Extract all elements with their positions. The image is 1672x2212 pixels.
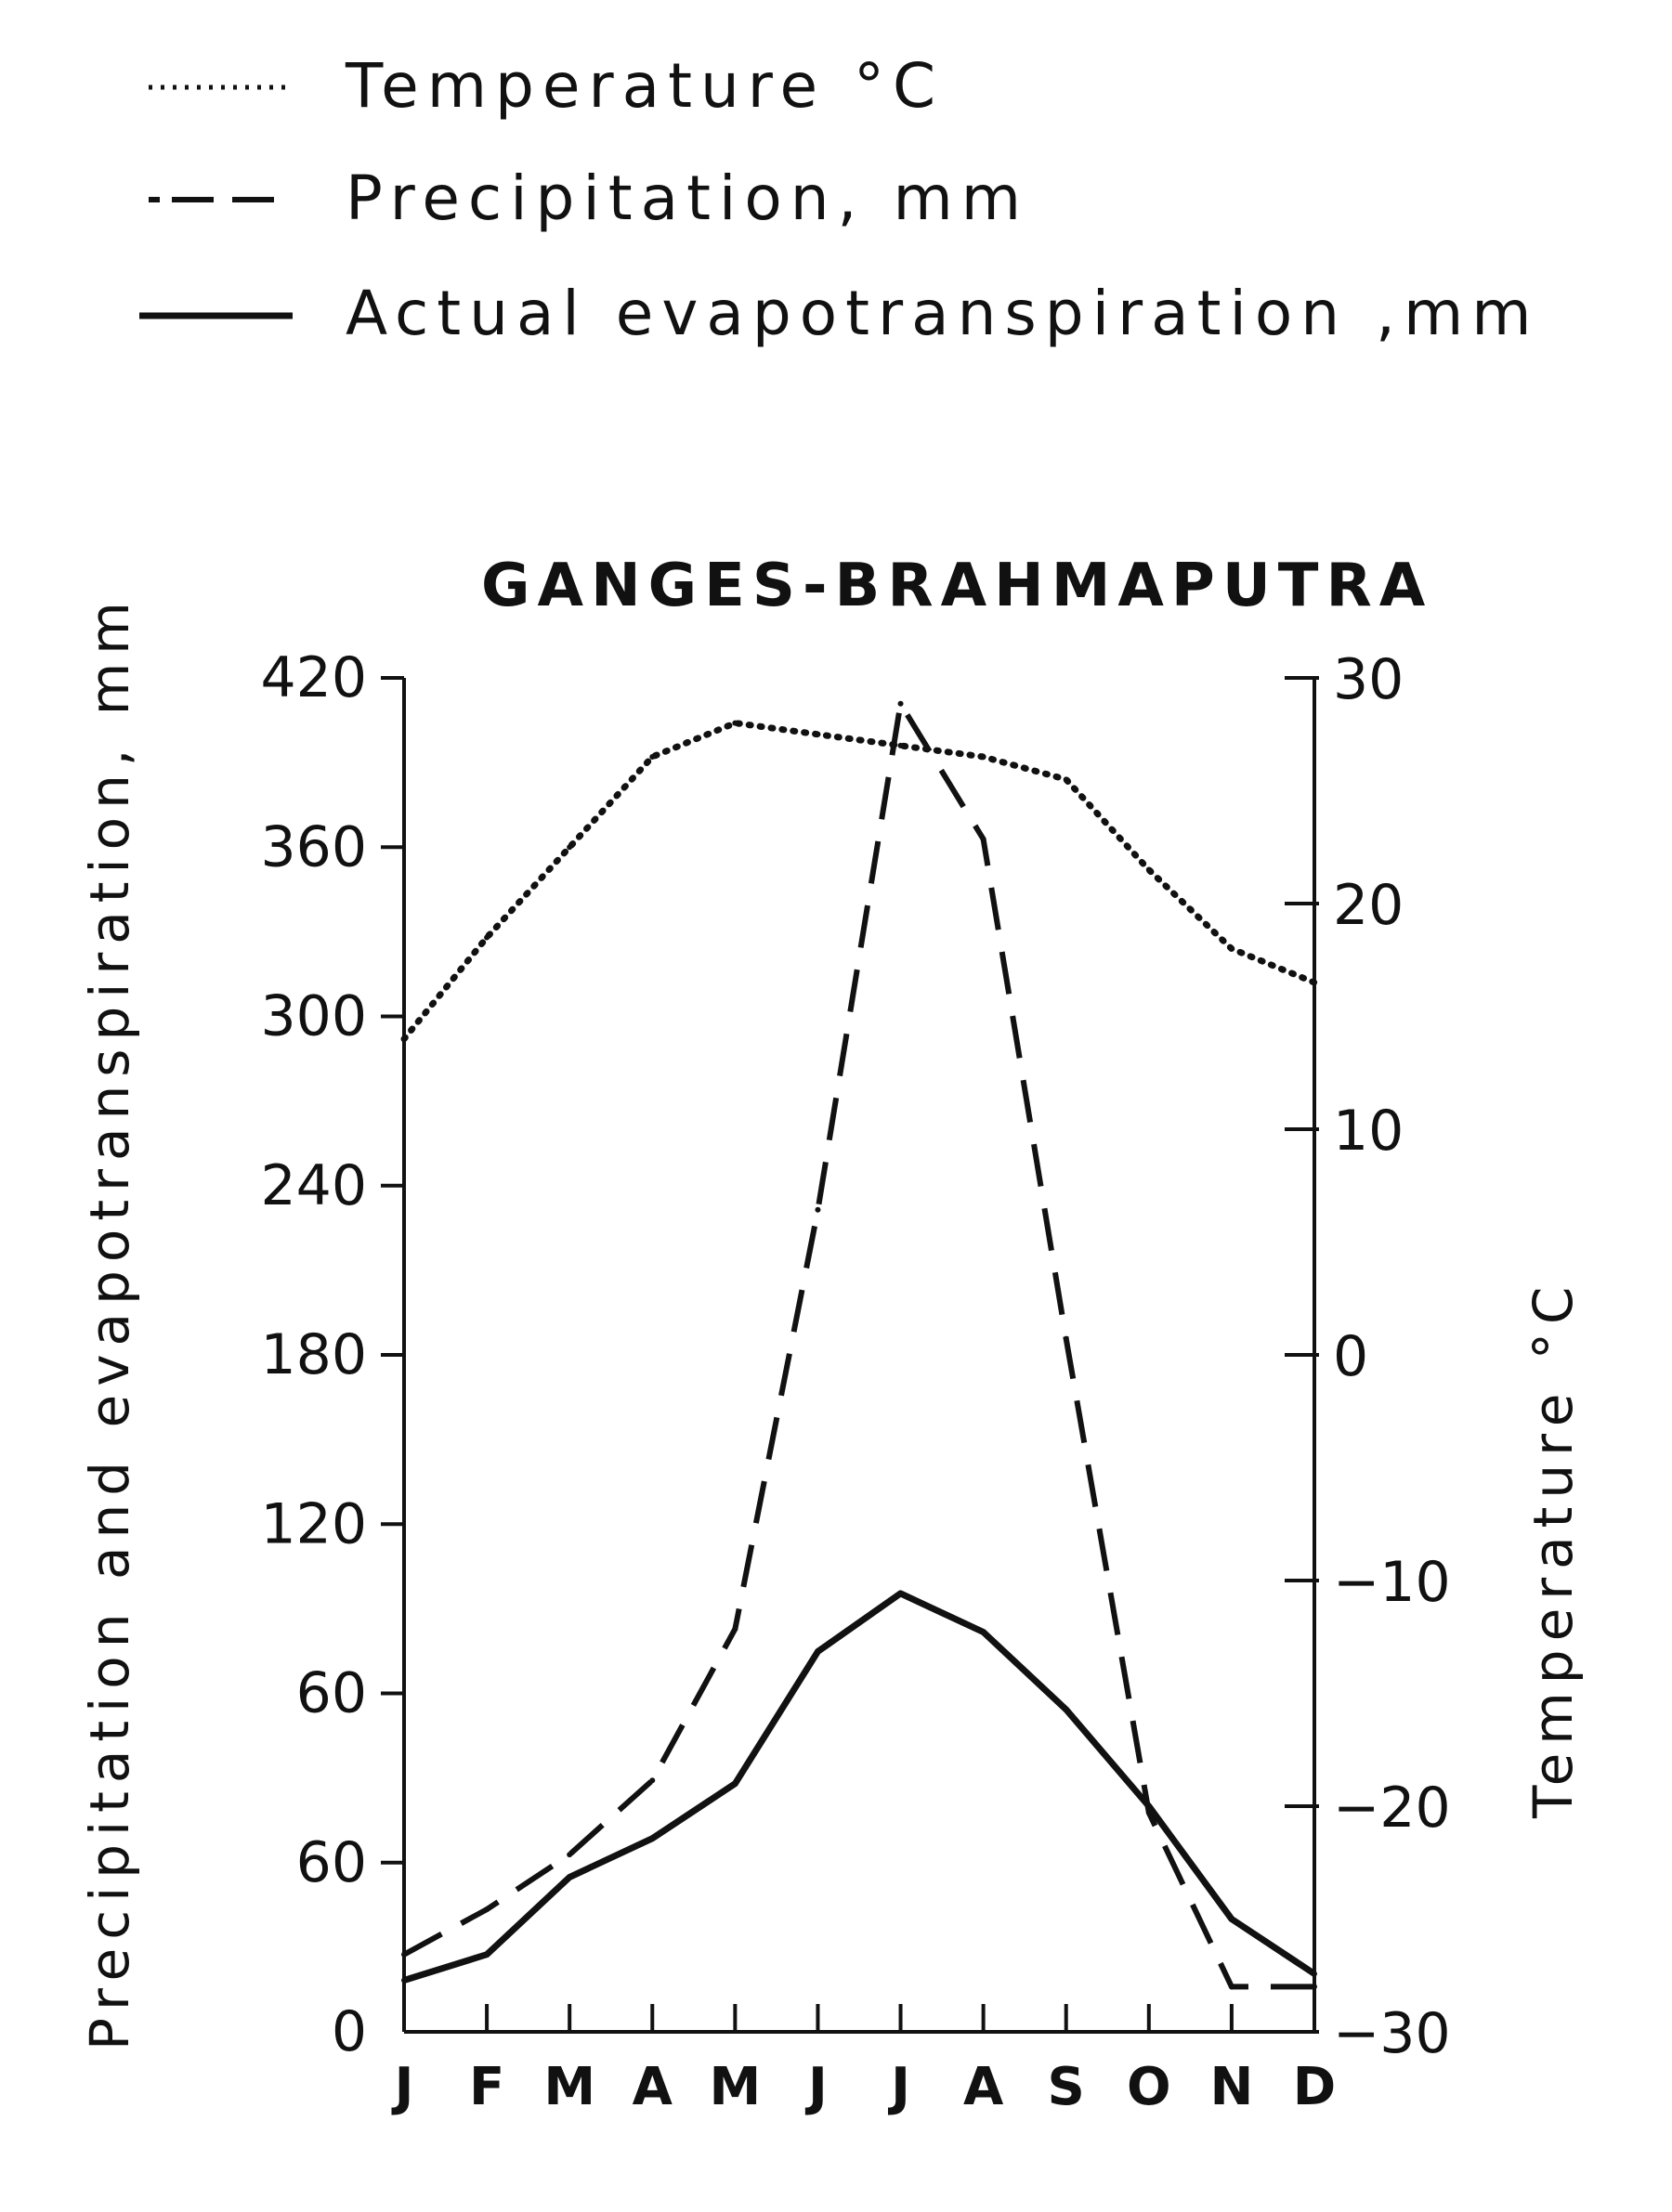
x-tick-label: A bbox=[963, 2057, 1004, 2117]
series-1-point bbox=[567, 1852, 573, 1858]
series-0-point bbox=[567, 844, 573, 851]
legend-precipitation-label: Precipitation, mm bbox=[346, 163, 1029, 234]
series-0-point bbox=[401, 1035, 407, 1042]
series-2-point bbox=[649, 1835, 656, 1841]
y-left-tick-label: 240 bbox=[260, 1153, 367, 1218]
y-right-tick-label: 20 bbox=[1333, 873, 1404, 938]
series-0-point bbox=[980, 754, 986, 761]
x-tick-label: A bbox=[633, 2057, 673, 2117]
chart-series bbox=[400, 700, 1318, 1990]
y-left-tick-label: 420 bbox=[260, 645, 367, 710]
x-tick-label: J bbox=[391, 2057, 414, 2117]
y-right-tick-label: −10 bbox=[1333, 1550, 1451, 1615]
chart-title: GANGES-BRAHMAPUTRA bbox=[481, 552, 1432, 620]
series-2-point bbox=[732, 1780, 738, 1787]
chart-legend: Temperature °C Precipitation, mm Actual … bbox=[139, 50, 1540, 349]
x-tick-label: F bbox=[469, 2057, 504, 2117]
series-0-point bbox=[815, 731, 821, 737]
series-1-point bbox=[649, 1777, 656, 1784]
series-0-point bbox=[1312, 980, 1317, 986]
x-tick-label: J bbox=[804, 2057, 828, 2117]
series-1-point bbox=[980, 836, 986, 842]
x-tick-label: O bbox=[1127, 2057, 1171, 2117]
y-right-axis-label: Temperature °C bbox=[1522, 1279, 1585, 1819]
series-2-point bbox=[1145, 1803, 1152, 1809]
series-2-point bbox=[815, 1648, 821, 1655]
x-tick-label: M bbox=[543, 2057, 595, 2117]
series-0-point bbox=[484, 934, 490, 941]
y-left-tick-label: 120 bbox=[260, 1491, 367, 1556]
series-line-dotted bbox=[400, 720, 1318, 1043]
series-1-point bbox=[1228, 1984, 1234, 1990]
series-0-point bbox=[1145, 866, 1152, 873]
y-right-tick-label: 10 bbox=[1333, 1099, 1404, 1164]
x-tick-label: J bbox=[887, 2057, 910, 2117]
series-1-point bbox=[1063, 1335, 1069, 1342]
legend-temperature-label: Temperature °C bbox=[345, 50, 944, 122]
y-right-tick-label: −20 bbox=[1333, 1776, 1451, 1841]
series-1-point bbox=[484, 1906, 490, 1913]
x-tick-label: M bbox=[709, 2057, 761, 2117]
series-2-point bbox=[897, 1590, 904, 1596]
x-tick-label: N bbox=[1209, 2057, 1253, 2117]
series-1-point bbox=[897, 700, 904, 707]
y-left-tick-label: 360 bbox=[260, 814, 367, 879]
y-left-tick-label: 180 bbox=[260, 1322, 367, 1387]
series-2-point bbox=[1312, 1971, 1317, 1977]
y-left-tick-label: 0 bbox=[332, 1999, 367, 2064]
series-0-point bbox=[1228, 945, 1234, 952]
y-left-axis-label: Precipitation and evapotranspiration, mm bbox=[78, 593, 141, 2050]
series-2-point bbox=[1063, 1706, 1069, 1712]
series-0-point bbox=[897, 742, 904, 748]
series-2-point bbox=[567, 1874, 573, 1880]
series-line-solid bbox=[402, 1590, 1316, 1984]
legend-evapotranspiration-label: Actual evapotranspiration ,mm bbox=[346, 278, 1540, 349]
chart-axes: 0 60 60 120 180 240 300 360 420 −30 −20 −10 0 10 20 30 J… bbox=[260, 645, 1450, 2117]
series-1-point bbox=[1312, 1984, 1317, 1990]
x-tick-label: S bbox=[1048, 2057, 1085, 2117]
series-0-point bbox=[732, 720, 738, 726]
series-2-point bbox=[401, 1977, 407, 1984]
y-left-tick-label: 60 bbox=[296, 1830, 367, 1895]
y-left-tick-label: 300 bbox=[260, 984, 367, 1049]
y-left-tick-label: 60 bbox=[296, 1661, 367, 1726]
series-2-point bbox=[980, 1629, 986, 1635]
series-2-point bbox=[1228, 1916, 1234, 1922]
series-1-point bbox=[815, 1206, 821, 1213]
series-1-point bbox=[401, 1951, 407, 1958]
series-2-point bbox=[484, 1951, 490, 1958]
y-right-tick-label: 0 bbox=[1333, 1324, 1368, 1389]
x-tick-label: D bbox=[1293, 2057, 1336, 2117]
series-0-point bbox=[1063, 776, 1069, 783]
series-0-point bbox=[649, 754, 656, 761]
y-right-tick-label: 30 bbox=[1333, 647, 1404, 712]
series-1-point bbox=[732, 1626, 738, 1633]
y-right-tick-label: −30 bbox=[1333, 2001, 1451, 2066]
